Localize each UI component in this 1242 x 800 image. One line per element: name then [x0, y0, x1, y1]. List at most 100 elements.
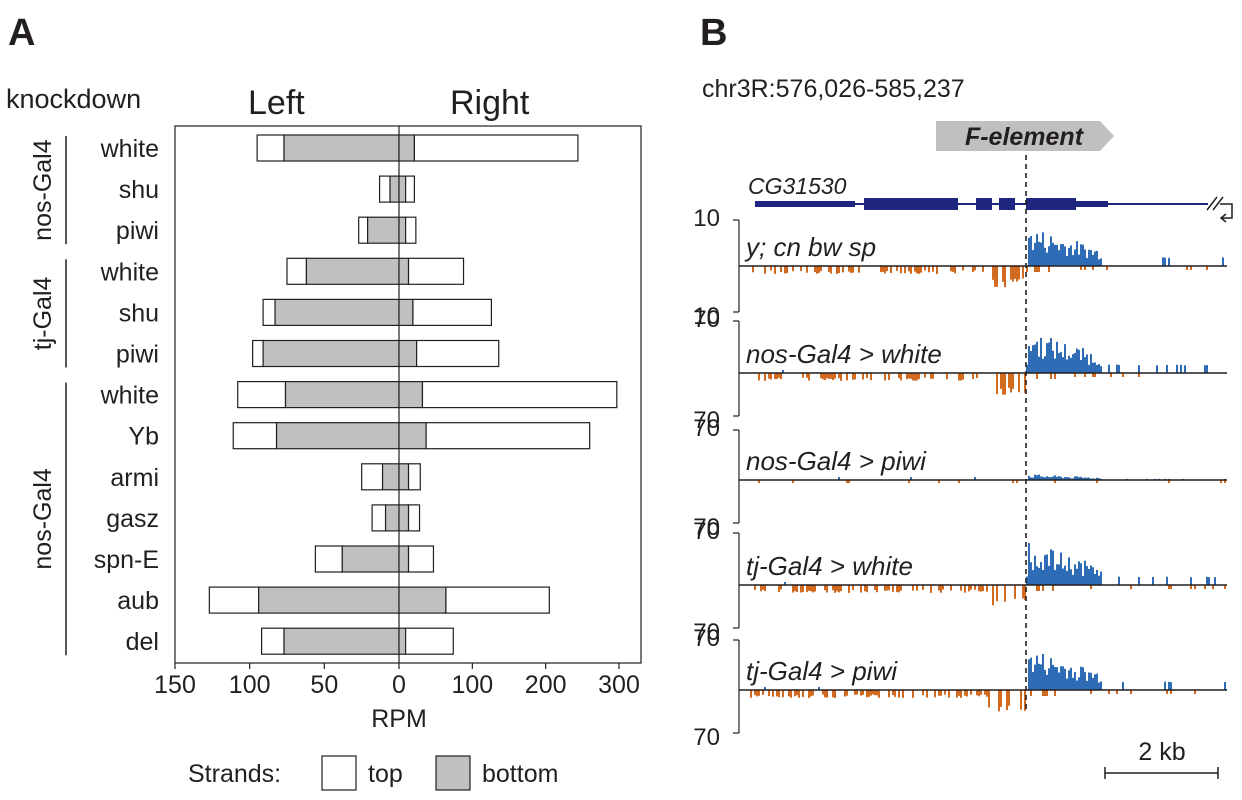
minus-coverage	[1084, 266, 1086, 270]
plus-coverage	[1082, 244, 1084, 266]
minus-coverage	[1012, 480, 1014, 483]
minus-coverage	[958, 480, 960, 483]
track-name: tj-Gal4 > white	[746, 551, 913, 581]
minus-coverage	[1000, 373, 1002, 389]
minus-coverage	[978, 585, 980, 592]
minus-coverage	[1036, 585, 1038, 591]
row-label: shu	[119, 176, 159, 204]
minus-coverage	[764, 585, 766, 592]
bar-left-bottom	[284, 381, 400, 409]
minus-coverage	[840, 585, 842, 592]
plus-coverage	[974, 477, 976, 480]
bar-right-bottom	[398, 463, 410, 491]
plus-coverage	[1064, 477, 1066, 480]
minus-coverage	[874, 690, 876, 696]
bar-right-bottom	[398, 216, 407, 244]
plus-coverage	[1118, 576, 1120, 585]
minus-coverage	[1010, 373, 1012, 393]
row-label: Yb	[128, 423, 159, 451]
group-label: nos-Gal4	[29, 139, 57, 241]
minus-coverage	[830, 373, 832, 379]
minus-coverage	[856, 690, 858, 695]
minus-coverage	[888, 373, 890, 380]
row-label: spn-E	[94, 546, 159, 574]
left-side-label: Left	[248, 84, 305, 122]
minus-coverage	[914, 266, 916, 272]
minus-coverage	[790, 690, 792, 698]
plus-coverage	[1046, 476, 1048, 480]
bar-left-bottom	[384, 504, 400, 532]
plus-coverage	[1072, 677, 1074, 690]
plus-coverage	[1082, 477, 1084, 480]
plus-coverage	[1084, 357, 1086, 373]
plus-coverage	[1168, 257, 1170, 266]
f-element-label: F-element	[965, 123, 1085, 151]
minus-coverage	[960, 373, 962, 381]
plus-coverage	[1080, 476, 1082, 480]
legend-label-bottom: bottom	[482, 760, 558, 788]
plus-coverage	[1068, 355, 1070, 373]
minus-coverage	[754, 690, 756, 696]
plus-coverage	[1048, 477, 1050, 480]
plus-coverage	[1078, 677, 1080, 690]
minus-coverage	[818, 266, 820, 273]
minus-coverage	[1094, 373, 1096, 377]
plus-coverage	[1026, 364, 1028, 373]
plus-coverage	[782, 370, 784, 373]
minus-coverage	[1004, 266, 1006, 288]
minus-coverage	[820, 373, 822, 379]
minus-coverage	[904, 266, 906, 274]
plus-coverage	[1076, 241, 1078, 266]
minus-coverage	[768, 690, 770, 696]
plus-coverage	[1164, 257, 1166, 266]
plus-coverage	[1166, 576, 1168, 585]
minus-coverage	[820, 266, 822, 272]
track-ymax: 10	[693, 205, 720, 232]
scale-bar	[1104, 767, 1219, 779]
minus-coverage	[960, 585, 962, 591]
plus-coverage	[1088, 672, 1090, 690]
plus-coverage	[1070, 569, 1072, 585]
minus-coverage	[862, 373, 864, 380]
bar-right-top	[412, 298, 492, 326]
minus-coverage	[830, 266, 832, 274]
minus-coverage	[852, 373, 854, 380]
minus-coverage	[1130, 690, 1132, 694]
minus-coverage	[1092, 373, 1094, 377]
plus-coverage	[1062, 666, 1064, 690]
minus-coverage	[918, 373, 920, 380]
x-tick-labels: 150 100 50 0 100 200 300	[154, 663, 640, 699]
plus-coverage	[1072, 354, 1074, 373]
plus-coverage	[1224, 681, 1226, 690]
minus-coverage	[802, 690, 804, 698]
minus-coverage	[764, 373, 766, 381]
plus-coverage	[1054, 358, 1056, 373]
plus-coverage	[1030, 236, 1032, 266]
bar-left-top	[286, 257, 308, 285]
plus-coverage	[1028, 475, 1030, 480]
minus-coverage	[996, 266, 998, 287]
minus-coverage	[776, 690, 778, 697]
bar-right-bottom	[398, 627, 407, 655]
minus-coverage	[900, 585, 902, 591]
minus-coverage	[1008, 690, 1010, 706]
minus-coverage	[888, 585, 890, 591]
minus-coverage	[880, 266, 882, 273]
minus-coverage	[1170, 585, 1172, 589]
minus-coverage	[1190, 266, 1192, 270]
plus-coverage	[1082, 575, 1084, 585]
row-label: piwi	[116, 341, 159, 369]
plus-coverage	[1088, 249, 1090, 266]
plus-coverage	[1076, 348, 1078, 373]
plus-coverage	[1064, 668, 1066, 690]
x-tick-label: 100	[229, 671, 271, 699]
plus-coverage	[1036, 341, 1038, 373]
legend-label-top: top	[368, 760, 403, 788]
plus-coverage	[1060, 666, 1062, 690]
bar-right-bottom	[398, 175, 407, 203]
plus-coverage	[1078, 477, 1080, 480]
minus-coverage	[846, 690, 848, 696]
plus-coverage	[1070, 478, 1072, 480]
minus-coverage	[1000, 690, 1002, 707]
